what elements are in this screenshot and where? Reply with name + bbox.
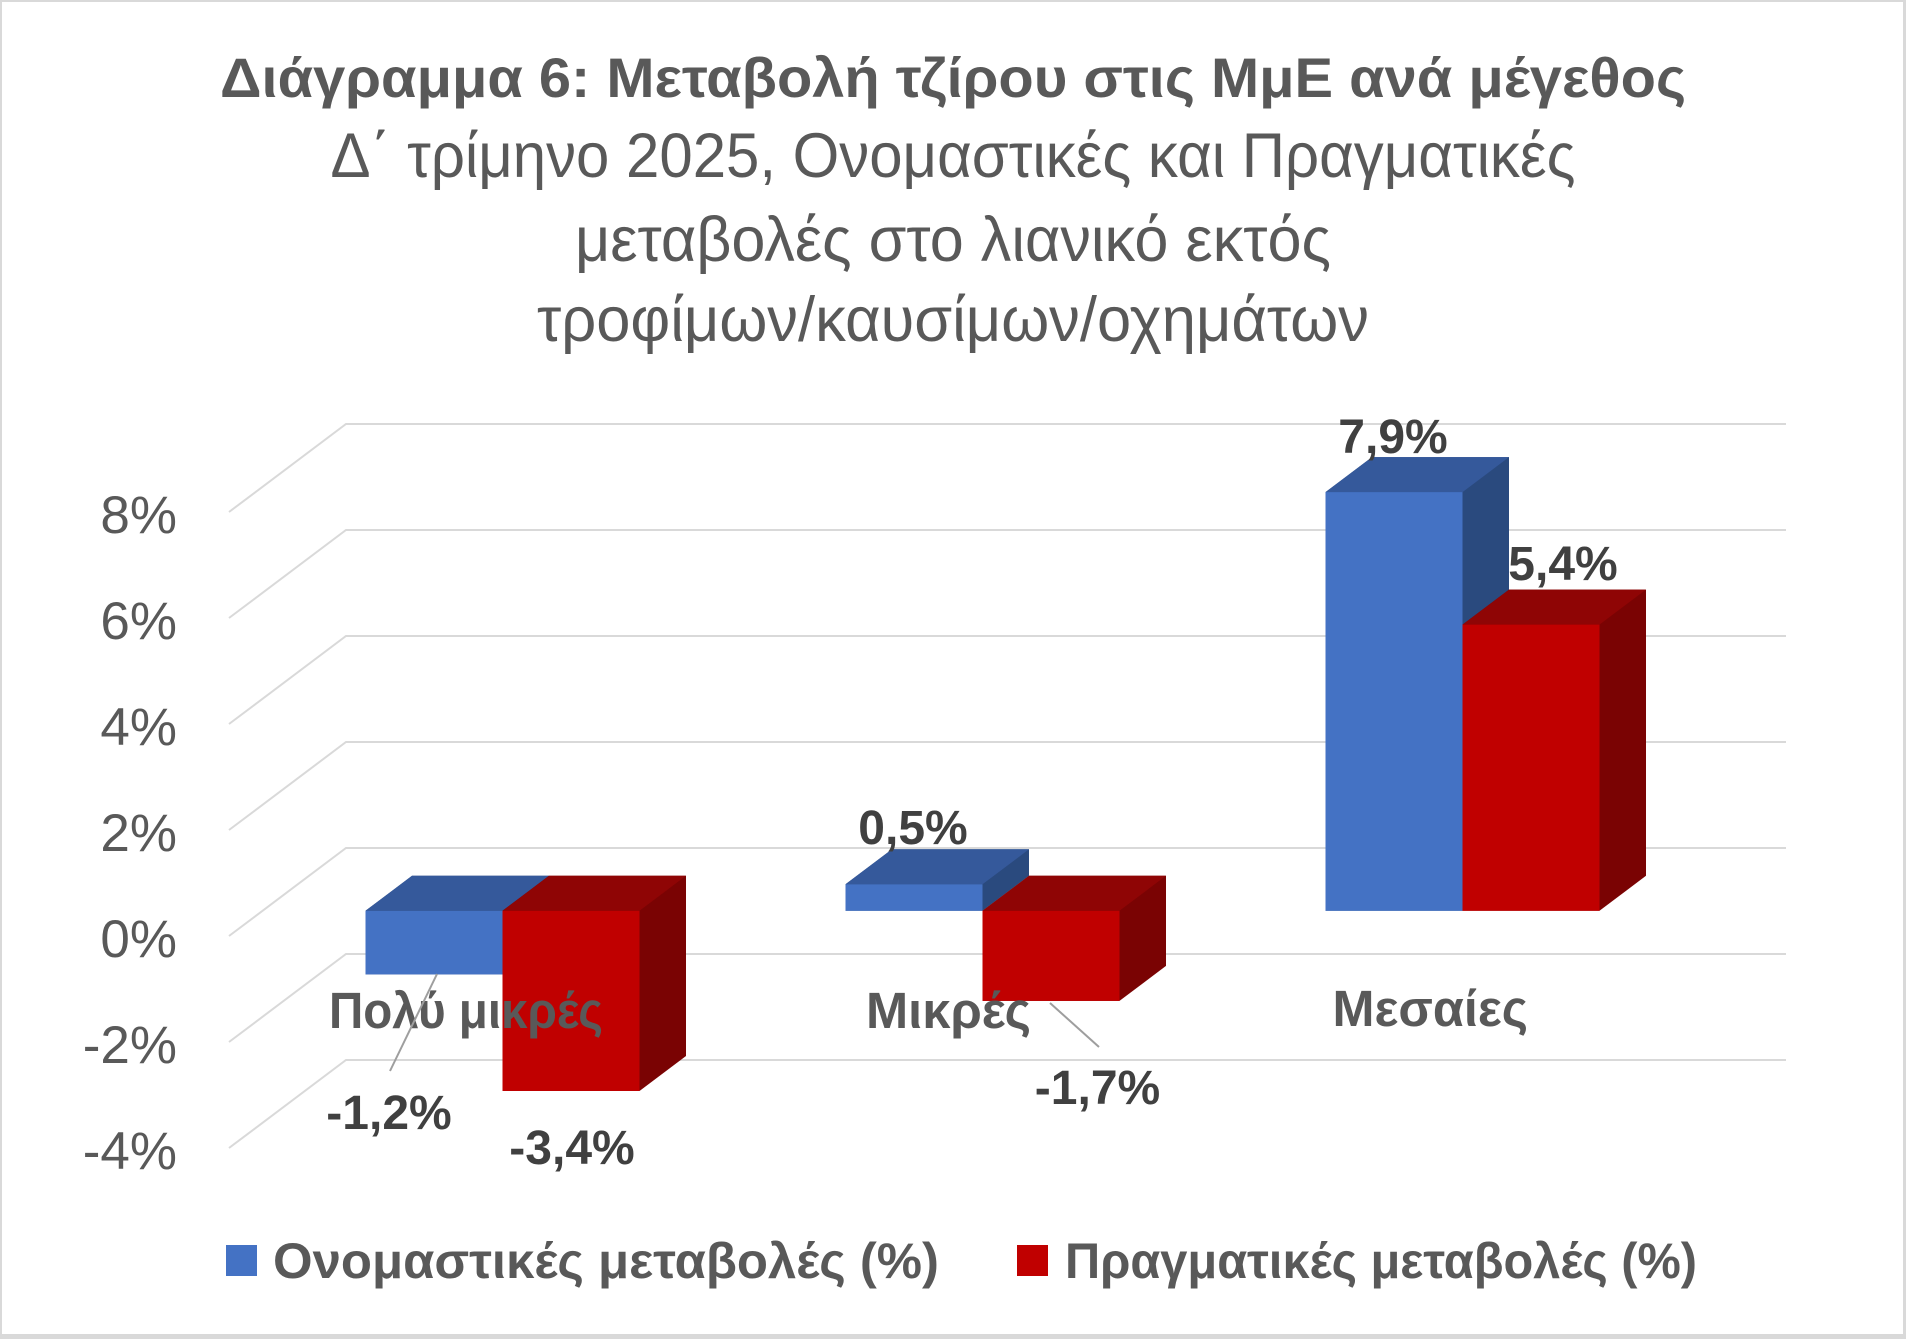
svg-text:-4%: -4% bbox=[83, 1122, 177, 1181]
svg-text:-1,2%: -1,2% bbox=[326, 1087, 451, 1140]
svg-text:Πολύ μικρές: Πολύ μικρές bbox=[329, 982, 603, 1039]
svg-text:τροφίμων/καυσίμων/οχημάτων: τροφίμων/καυσίμων/οχημάτων bbox=[537, 285, 1369, 355]
svg-text:Πραγματικές μεταβολές (%): Πραγματικές μεταβολές (%) bbox=[1065, 1233, 1697, 1289]
svg-text:0%: 0% bbox=[100, 910, 177, 969]
svg-text:Μικρές: Μικρές bbox=[866, 982, 1031, 1039]
svg-text:-1,7%: -1,7% bbox=[1035, 1062, 1160, 1115]
svg-text:5,4%: 5,4% bbox=[1508, 538, 1617, 591]
svg-text:Δ΄ τρίμηνο 2025, Ονομαστικές κ: Δ΄ τρίμηνο 2025, Ονομαστικές και Πραγματ… bbox=[331, 121, 1576, 191]
svg-text:-2%: -2% bbox=[83, 1016, 177, 1075]
svg-text:Μεσαίες: Μεσαίες bbox=[1333, 980, 1529, 1037]
svg-text:-3,4%: -3,4% bbox=[509, 1122, 634, 1175]
svg-text:4%: 4% bbox=[100, 698, 177, 757]
svg-text:Ονομαστικές μεταβολές (%): Ονομαστικές μεταβολές (%) bbox=[273, 1233, 939, 1289]
svg-text:μεταβολές στο λιανικό εκτός: μεταβολές στο λιανικό εκτός bbox=[575, 205, 1331, 275]
svg-text:2%: 2% bbox=[100, 804, 177, 863]
svg-text:6%: 6% bbox=[100, 592, 177, 651]
svg-text:8%: 8% bbox=[100, 486, 177, 545]
svg-text:7,9%: 7,9% bbox=[1338, 411, 1447, 464]
svg-text:0,5%: 0,5% bbox=[858, 802, 967, 855]
svg-text:Διάγραμμα 6: Μεταβολή τζίρου σ: Διάγραμμα 6: Μεταβολή τζίρου στις ΜμΕ αν… bbox=[220, 46, 1686, 109]
